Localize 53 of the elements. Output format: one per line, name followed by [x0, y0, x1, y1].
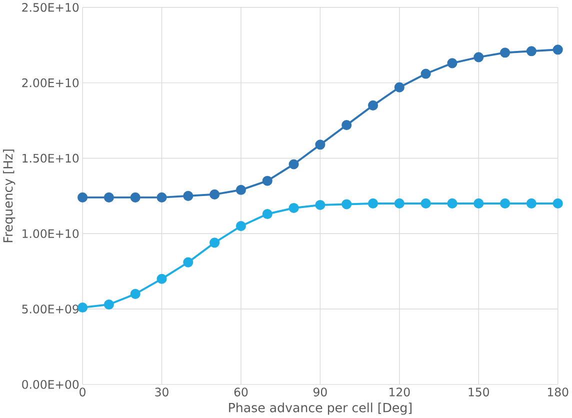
y-axis-title: Frequency [Hz] — [3, 150, 16, 242]
point — [104, 192, 114, 203]
point — [420, 68, 431, 79]
point — [368, 100, 378, 111]
point — [315, 200, 326, 210]
y-tick-label: 2.00E+10 — [22, 78, 79, 88]
point — [315, 140, 326, 150]
point — [500, 198, 510, 209]
point — [394, 198, 404, 209]
point — [447, 198, 458, 209]
point — [394, 82, 404, 92]
point — [288, 203, 299, 214]
point — [130, 289, 140, 300]
point — [474, 52, 484, 62]
point — [447, 58, 458, 68]
point — [368, 198, 378, 209]
point — [288, 159, 299, 170]
x-axis-title: Phase advance per cell [Deg] — [229, 402, 412, 415]
point — [552, 198, 563, 209]
point — [236, 184, 246, 196]
point — [420, 198, 431, 209]
y-tick-label: 0.00E+00 — [22, 380, 79, 389]
point — [500, 48, 510, 58]
y-tick-label: 1.50E+10 — [22, 154, 79, 163]
point — [342, 199, 352, 210]
y-tick-label: 1.00E+10 — [22, 229, 79, 238]
y-tick-label: 5.00E+09 — [22, 304, 79, 314]
point — [262, 209, 272, 220]
x-tick-label: 180 — [548, 388, 568, 397]
x-tick-label: 60 — [234, 388, 248, 397]
point — [156, 192, 167, 203]
point — [78, 192, 88, 203]
point — [183, 257, 194, 268]
point — [262, 176, 272, 186]
point — [183, 191, 194, 202]
point — [210, 238, 220, 248]
point — [130, 192, 140, 203]
x-tick-label: 150 — [468, 388, 489, 397]
x-tick-label: 120 — [390, 388, 410, 397]
point — [526, 46, 536, 56]
point — [78, 302, 88, 313]
point — [526, 198, 536, 209]
point — [552, 44, 563, 55]
point — [236, 221, 246, 232]
x-tick-label: 0 — [80, 388, 86, 397]
y-tick-label: 2.50E+10 — [22, 3, 79, 12]
point — [104, 300, 114, 310]
point — [342, 120, 352, 130]
point — [474, 198, 484, 209]
point — [210, 189, 220, 200]
x-tick-label: 90 — [314, 388, 327, 397]
point — [156, 274, 167, 284]
x-tick-label: 30 — [155, 388, 168, 397]
